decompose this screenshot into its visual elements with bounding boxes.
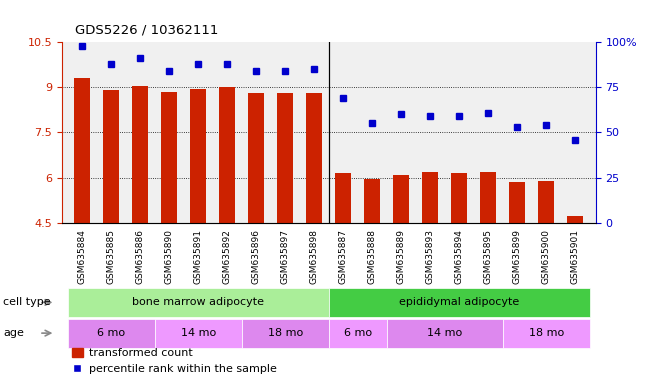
Text: 6 mo: 6 mo bbox=[344, 328, 372, 338]
Bar bbox=[538, 181, 554, 223]
Bar bbox=[161, 92, 177, 223]
Bar bbox=[509, 182, 525, 223]
Bar bbox=[365, 179, 380, 223]
Bar bbox=[393, 175, 409, 223]
Bar bbox=[480, 172, 496, 223]
Text: 18 mo: 18 mo bbox=[529, 328, 564, 338]
Bar bbox=[335, 173, 352, 223]
Text: 6 mo: 6 mo bbox=[97, 328, 125, 338]
Text: cell type: cell type bbox=[3, 297, 51, 308]
Bar bbox=[277, 93, 293, 223]
Bar bbox=[568, 216, 583, 223]
Bar bbox=[306, 93, 322, 223]
Text: 14 mo: 14 mo bbox=[427, 328, 462, 338]
Bar bbox=[451, 173, 467, 223]
Bar bbox=[219, 88, 235, 223]
Bar bbox=[248, 93, 264, 223]
Text: 14 mo: 14 mo bbox=[180, 328, 216, 338]
Text: 18 mo: 18 mo bbox=[268, 328, 303, 338]
Text: epididymal adipocyte: epididymal adipocyte bbox=[399, 297, 519, 308]
Legend: transformed count, percentile rank within the sample: transformed count, percentile rank withi… bbox=[68, 344, 281, 379]
Bar bbox=[422, 172, 438, 223]
Bar bbox=[104, 90, 119, 223]
Bar bbox=[190, 89, 206, 223]
Bar bbox=[74, 78, 90, 223]
Text: GDS5226 / 10362111: GDS5226 / 10362111 bbox=[75, 23, 218, 36]
Bar bbox=[132, 86, 148, 223]
Text: bone marrow adipocyte: bone marrow adipocyte bbox=[132, 297, 264, 308]
Text: age: age bbox=[3, 328, 24, 338]
